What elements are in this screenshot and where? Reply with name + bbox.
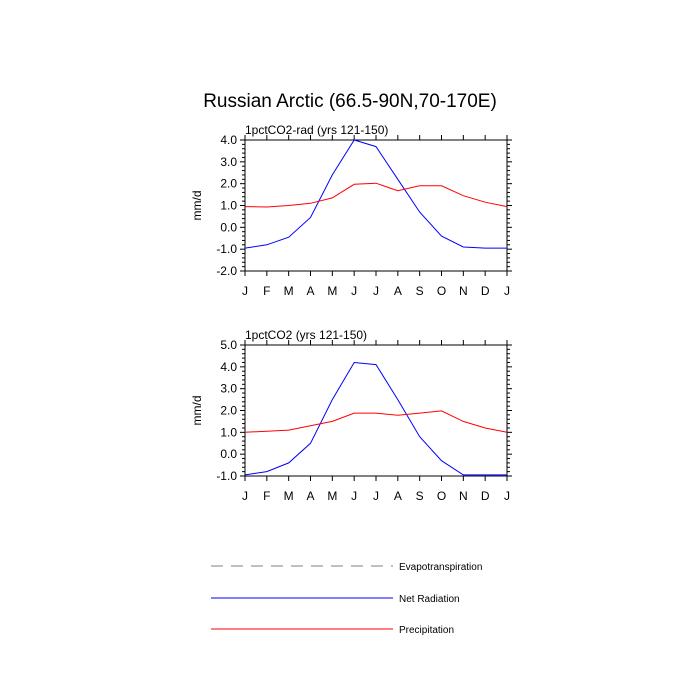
legend-label: Precipitation	[399, 625, 454, 636]
legend: Evapotranspiration Net Radiation Precipita…	[211, 562, 482, 636]
x-tick-label: O	[437, 489, 446, 503]
y-tick-label: 0.0	[220, 220, 237, 234]
x-tick-label: M	[327, 284, 337, 298]
y-tick-label: -1.0	[216, 242, 237, 256]
legend-label: Net Radiation	[399, 594, 460, 605]
y-tick-label: 2.0	[220, 177, 237, 191]
panel-bottom: 1pctCO2 (yrs 121-150) mm/d -1.0 0.0 1.0 2.0 3.…	[190, 328, 512, 503]
y-axis-label: mm/d	[190, 191, 204, 221]
x-tick-label: J	[242, 489, 248, 503]
series-line-net-radiation	[244, 361, 507, 476]
x-tick-label: J	[504, 284, 510, 298]
x-tick-label: A	[306, 489, 314, 503]
x-tick-label: J	[373, 284, 379, 298]
y-tick-label: 3.0	[220, 155, 237, 169]
x-tick-label: N	[459, 489, 468, 503]
y-tick-label: -1.0	[216, 469, 237, 483]
x-tick-label: J	[504, 489, 510, 503]
x-tick-label: J	[351, 284, 357, 298]
y-tick-label: 1.0	[220, 425, 237, 439]
x-tick-label: D	[481, 489, 490, 503]
y-tick-label: 0.0	[220, 447, 237, 461]
y-tick-label: 3.0	[220, 382, 237, 396]
x-tick-label: F	[263, 284, 270, 298]
x-tick-label: M	[284, 284, 294, 298]
series-line-net-radiation	[244, 139, 507, 249]
x-tick-label: A	[306, 284, 314, 298]
y-tick-label: 1.0	[220, 199, 237, 213]
y-tick-label: 5.0	[220, 338, 237, 352]
panel-top: 1pctCO2-rad (yrs 121-150) mm/d -2.0 -1.0 0.0…	[190, 123, 512, 298]
y-tick-label: -2.0	[216, 264, 237, 278]
y-tick-label: 2.0	[220, 404, 237, 418]
x-tick-label: O	[437, 284, 446, 298]
y-axis-label: mm/d	[190, 396, 204, 426]
series-line-precipitation	[244, 410, 508, 433]
x-tick-label: A	[394, 284, 402, 298]
x-tick-label: D	[481, 284, 490, 298]
panel-title: 1pctCO2 (yrs 121-150)	[245, 328, 367, 342]
series-line-precipitation	[244, 182, 508, 208]
x-tick-label: M	[284, 489, 294, 503]
y-tick-label: 4.0	[220, 360, 237, 374]
x-tick-label: S	[416, 284, 424, 298]
x-tick-label: J	[351, 489, 357, 503]
x-tick-label: J	[373, 489, 379, 503]
y-tick-label: 4.0	[220, 133, 237, 147]
x-tick-label: A	[394, 489, 402, 503]
x-tick-label: N	[459, 284, 468, 298]
x-tick-label: M	[327, 489, 337, 503]
panel-title: 1pctCO2-rad (yrs 121-150)	[245, 123, 388, 137]
x-tick-label: J	[242, 284, 248, 298]
x-tick-label: S	[416, 489, 424, 503]
figure-title: Russian Arctic (66.5-90N,70-170E)	[203, 91, 497, 112]
x-tick-label: F	[263, 489, 270, 503]
legend-label: Evapotranspiration	[399, 562, 482, 573]
